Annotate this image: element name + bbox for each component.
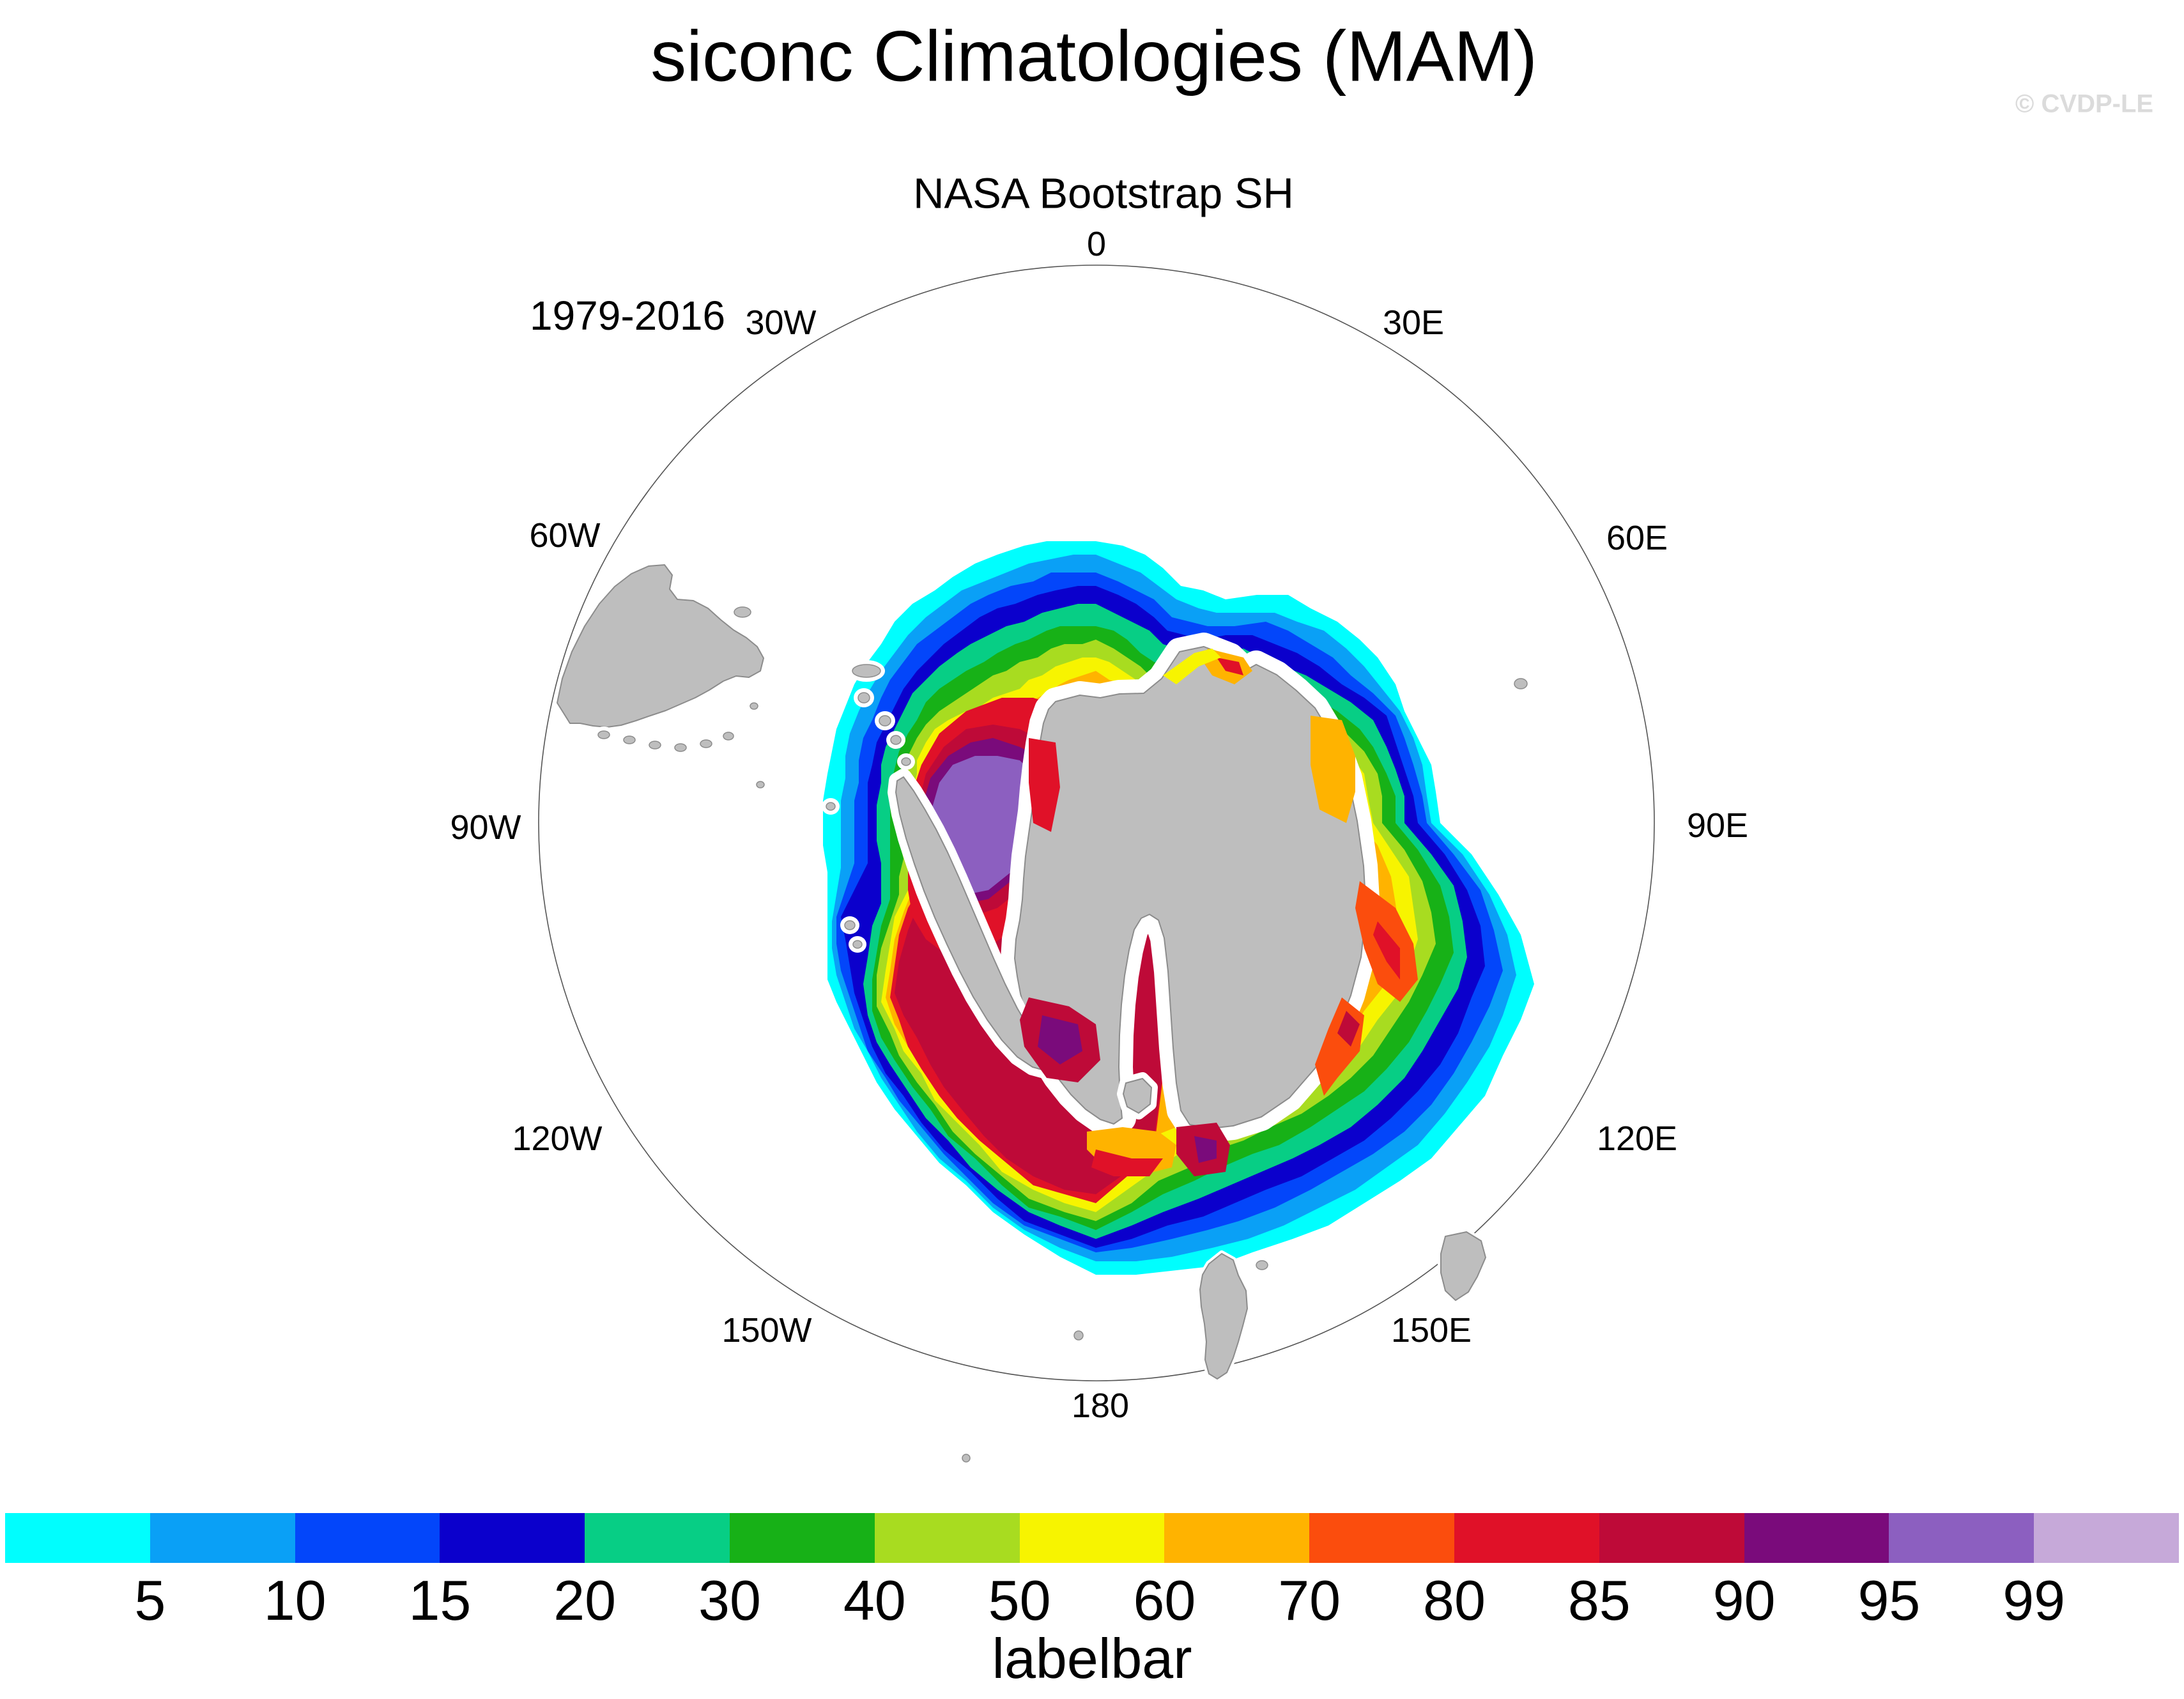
islet	[852, 940, 863, 949]
islet	[890, 735, 902, 745]
coastal-patch-southeast-crimson	[1337, 1011, 1360, 1047]
labelbar-color-5	[585, 1513, 730, 1563]
labelbar-tick-10: 10	[263, 1569, 327, 1632]
labelbar-color-14	[1889, 1513, 2034, 1563]
lon-label-150e: 150E	[1390, 1311, 1472, 1349]
lon-label-30e: 30E	[1382, 304, 1445, 342]
islet	[649, 741, 661, 750]
islet	[1073, 1330, 1084, 1341]
lon-label-30w: 30W	[745, 304, 817, 342]
islet	[1514, 678, 1528, 689]
antarctica-main	[1014, 646, 1367, 1129]
new-zealand-south-island	[1199, 1253, 1248, 1380]
labelbar-caption: labelbar	[992, 1627, 1192, 1690]
labelbar-color-11	[1454, 1513, 1599, 1563]
islet	[756, 781, 765, 788]
labelbar-tick-20: 20	[553, 1569, 617, 1632]
labelbar-color-15	[2034, 1513, 2179, 1563]
islet	[1256, 1260, 1268, 1270]
labelbar-color-13	[1744, 1513, 1889, 1563]
islet	[734, 606, 751, 618]
labelbar-tick-70: 70	[1278, 1569, 1341, 1632]
coastal-patch-east-orange	[1311, 716, 1355, 823]
lon-label-0: 0	[1086, 225, 1107, 263]
labelbar-tick-5: 5	[134, 1569, 166, 1632]
cvdp-watermark: © CVDP-LE	[2015, 89, 2154, 118]
labelbar-tick-50: 50	[988, 1569, 1051, 1632]
labelbar-tick-80: 80	[1423, 1569, 1486, 1632]
coastal-patch-north-red	[1217, 657, 1243, 675]
coastal-patch-weddell-red	[1029, 738, 1060, 832]
labelbar-tick-60: 60	[1133, 1569, 1196, 1632]
dataset-subtitle: NASA Bootstrap SH	[913, 169, 1294, 218]
coastal-patch-ross-darkpurple	[1194, 1136, 1217, 1163]
lon-label-60e: 60E	[1606, 519, 1668, 557]
labelbar-color-6	[729, 1513, 875, 1563]
new-zealand-north-island	[1440, 1231, 1486, 1301]
islet	[826, 802, 836, 811]
labelbar-color-1	[5, 1513, 150, 1563]
lon-label-90e: 90E	[1686, 806, 1749, 845]
lon-label-150w: 150W	[721, 1311, 812, 1349]
labelbar-tick-15: 15	[408, 1569, 472, 1632]
labelbar-color-8	[1019, 1513, 1165, 1563]
lon-label-60w: 60W	[529, 516, 601, 555]
islet	[597, 730, 610, 739]
islet	[879, 715, 891, 726]
lon-label-120e: 120E	[1596, 1119, 1678, 1158]
islet	[750, 702, 758, 710]
lon-label-180: 180	[1071, 1387, 1130, 1425]
map-boundary-circle	[538, 265, 1655, 1381]
page-title: siconc Climatologies (MAM)	[650, 16, 1537, 96]
labelbar-tick-30: 30	[698, 1569, 761, 1632]
islet	[901, 757, 911, 766]
ross-island	[1123, 1078, 1152, 1114]
labelbar-color-12	[1599, 1513, 1744, 1563]
labelbar-tick-40: 40	[843, 1569, 906, 1632]
islet	[844, 920, 856, 930]
labelbar-color-2	[150, 1513, 295, 1563]
labelbar-color-4	[440, 1513, 585, 1563]
coastal-patch-rossmouth-red	[1091, 1149, 1163, 1176]
labelbar-tick-90: 90	[1712, 1569, 1776, 1632]
labelbar-color-3	[295, 1513, 440, 1563]
labelbar-color-10	[1309, 1513, 1454, 1563]
tierra-del-fuego	[557, 564, 764, 728]
coastal-patch-north-yellow	[1163, 649, 1221, 684]
period-label: 1979-2016	[529, 293, 726, 339]
islet	[700, 739, 712, 748]
antarctic-peninsula	[895, 776, 1055, 1072]
lon-label-120w: 120W	[512, 1119, 603, 1158]
labelbar-color-7	[874, 1513, 1020, 1563]
coastal-patch-east-red	[1373, 921, 1400, 980]
islet	[623, 735, 636, 744]
coastal-patch-amundsen-darkpurple	[1038, 1015, 1082, 1065]
labelbar-tick-85: 85	[1567, 1569, 1631, 1632]
labelbar	[5, 1513, 2179, 1563]
islet	[857, 692, 870, 703]
labelbar-tick-99: 99	[2003, 1569, 2066, 1632]
islet	[723, 732, 734, 741]
lon-label-90w: 90W	[450, 808, 521, 847]
islet	[674, 743, 687, 752]
islet	[852, 664, 881, 678]
labelbar-color-9	[1164, 1513, 1310, 1563]
labelbar-tick-95: 95	[1857, 1569, 1921, 1632]
islet	[962, 1454, 971, 1463]
